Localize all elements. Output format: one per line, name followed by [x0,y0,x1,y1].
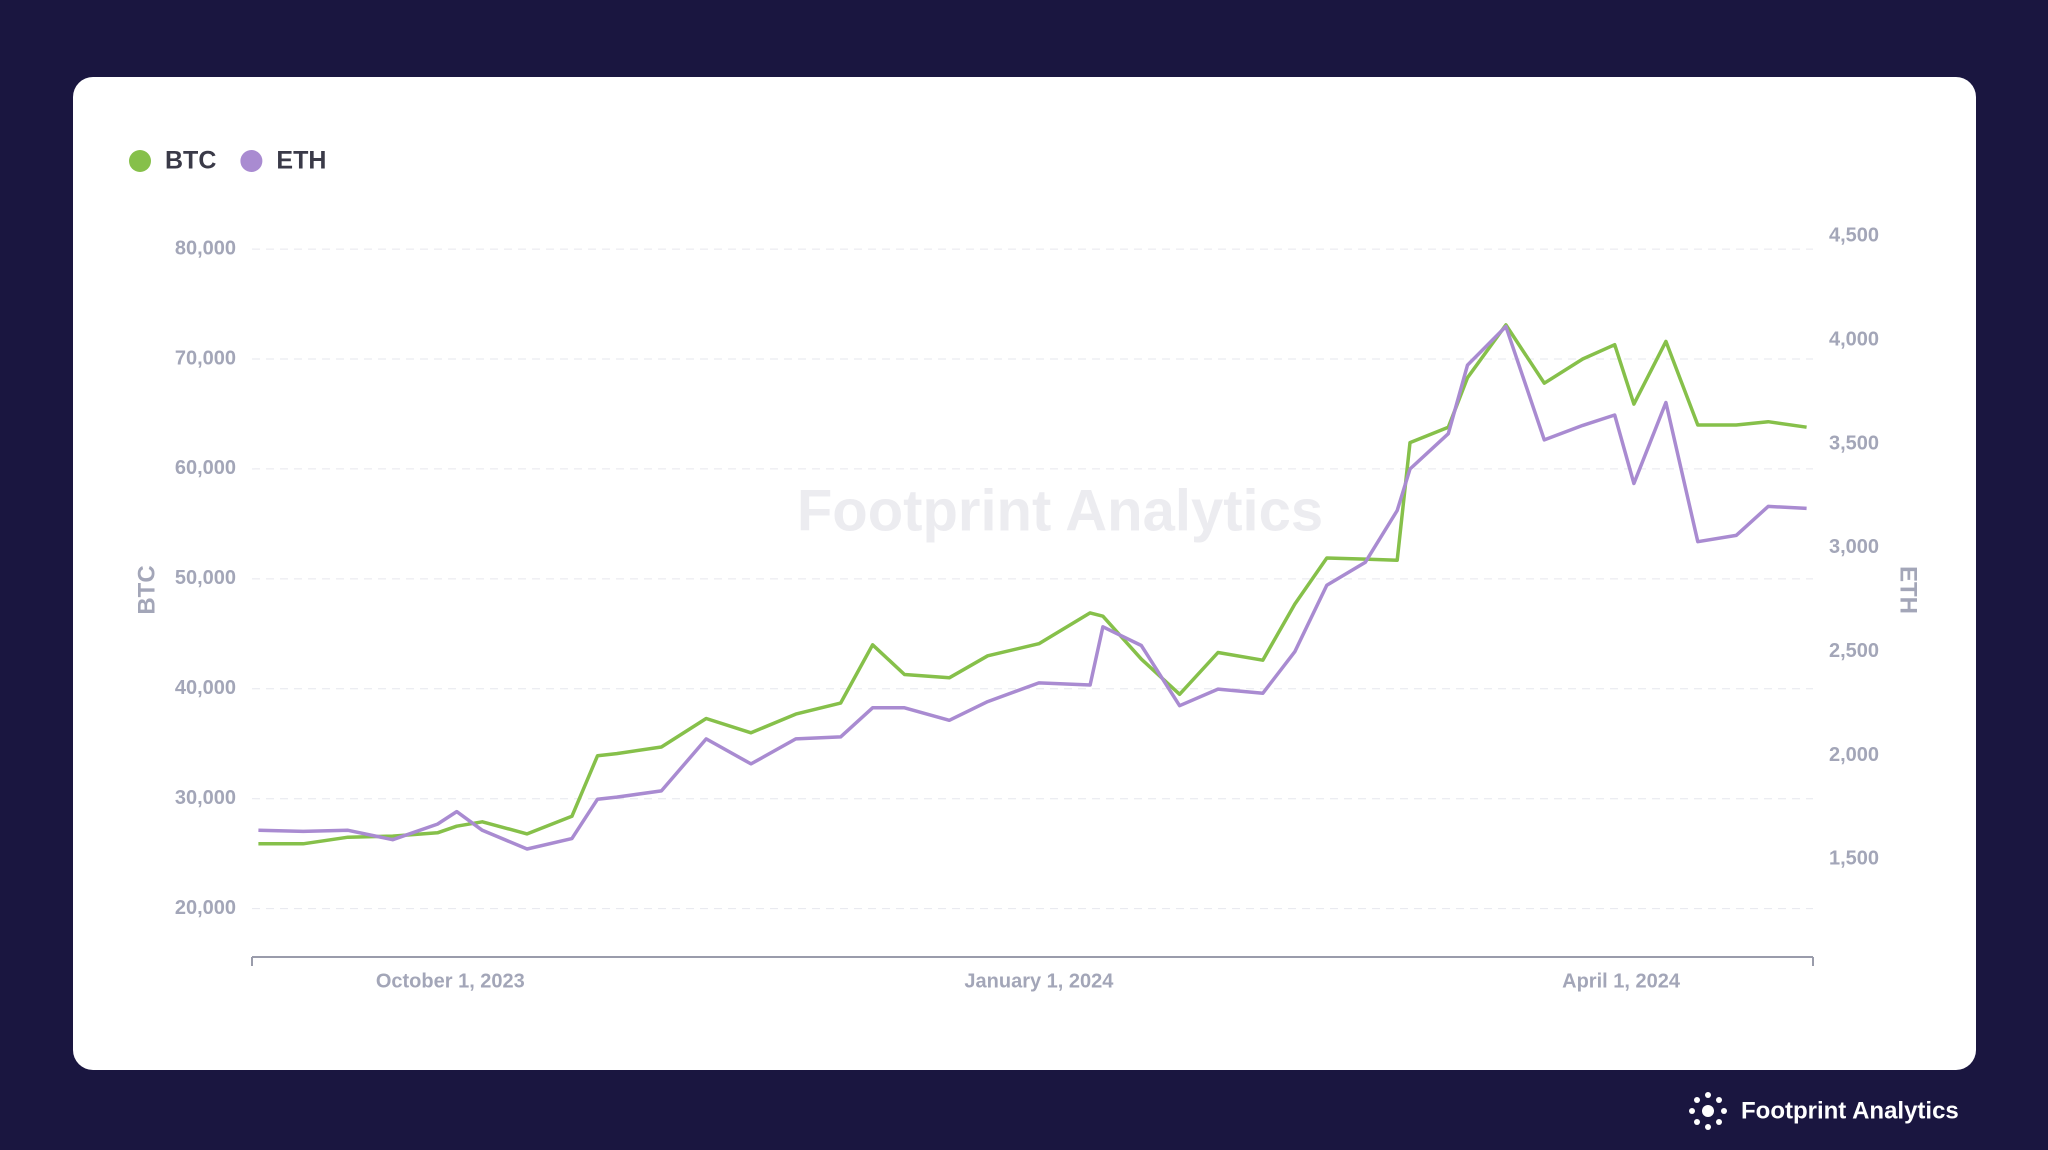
brand: Footprint Analytics [1741,1097,1959,1124]
card [73,77,1976,1070]
y-tick-label: 20,000 [175,897,236,919]
y2-axis-title: ETH [1895,566,1922,614]
x-tick-label: January 1, 2024 [964,970,1114,992]
y-tick-label: 70,000 [175,347,236,369]
legend-marker [240,150,263,172]
y-tick-label: 50,000 [175,567,236,589]
line-series [258,323,1807,846]
y2-tick-label: 2,500 [1829,640,1879,662]
y-tick-label: 40,000 [175,677,236,699]
brand-logo [1689,1092,1727,1130]
x-tick-label: April 1, 2024 [1562,970,1681,992]
y-axis-title: BTC [133,565,160,614]
y2-tick-label: 4,500 [1829,225,1879,247]
y-tick-label: 30,000 [175,787,236,809]
legend-label: BTC [165,147,216,175]
y2-tick-label: 2,000 [1829,744,1879,766]
legend-label: ETH [276,147,326,175]
legend-marker [129,150,151,172]
y2-tick-label: 3,000 [1829,536,1879,558]
line-series [258,324,1807,851]
y2-tick-label: 1,500 [1829,848,1879,870]
chart: 20,000 30,000 40,000 50,000 60,000 70,000 80,0… [129,147,1922,992]
y-tick-label: 80,000 [175,237,236,259]
y-tick-label: 60,000 [175,457,236,479]
x-tick-label: October 1, 2023 [376,970,525,992]
watermark: Footprint Analytics [797,478,1323,543]
y2-tick-label: 4,000 [1829,329,1879,351]
y2-tick-label: 3,500 [1829,432,1879,454]
